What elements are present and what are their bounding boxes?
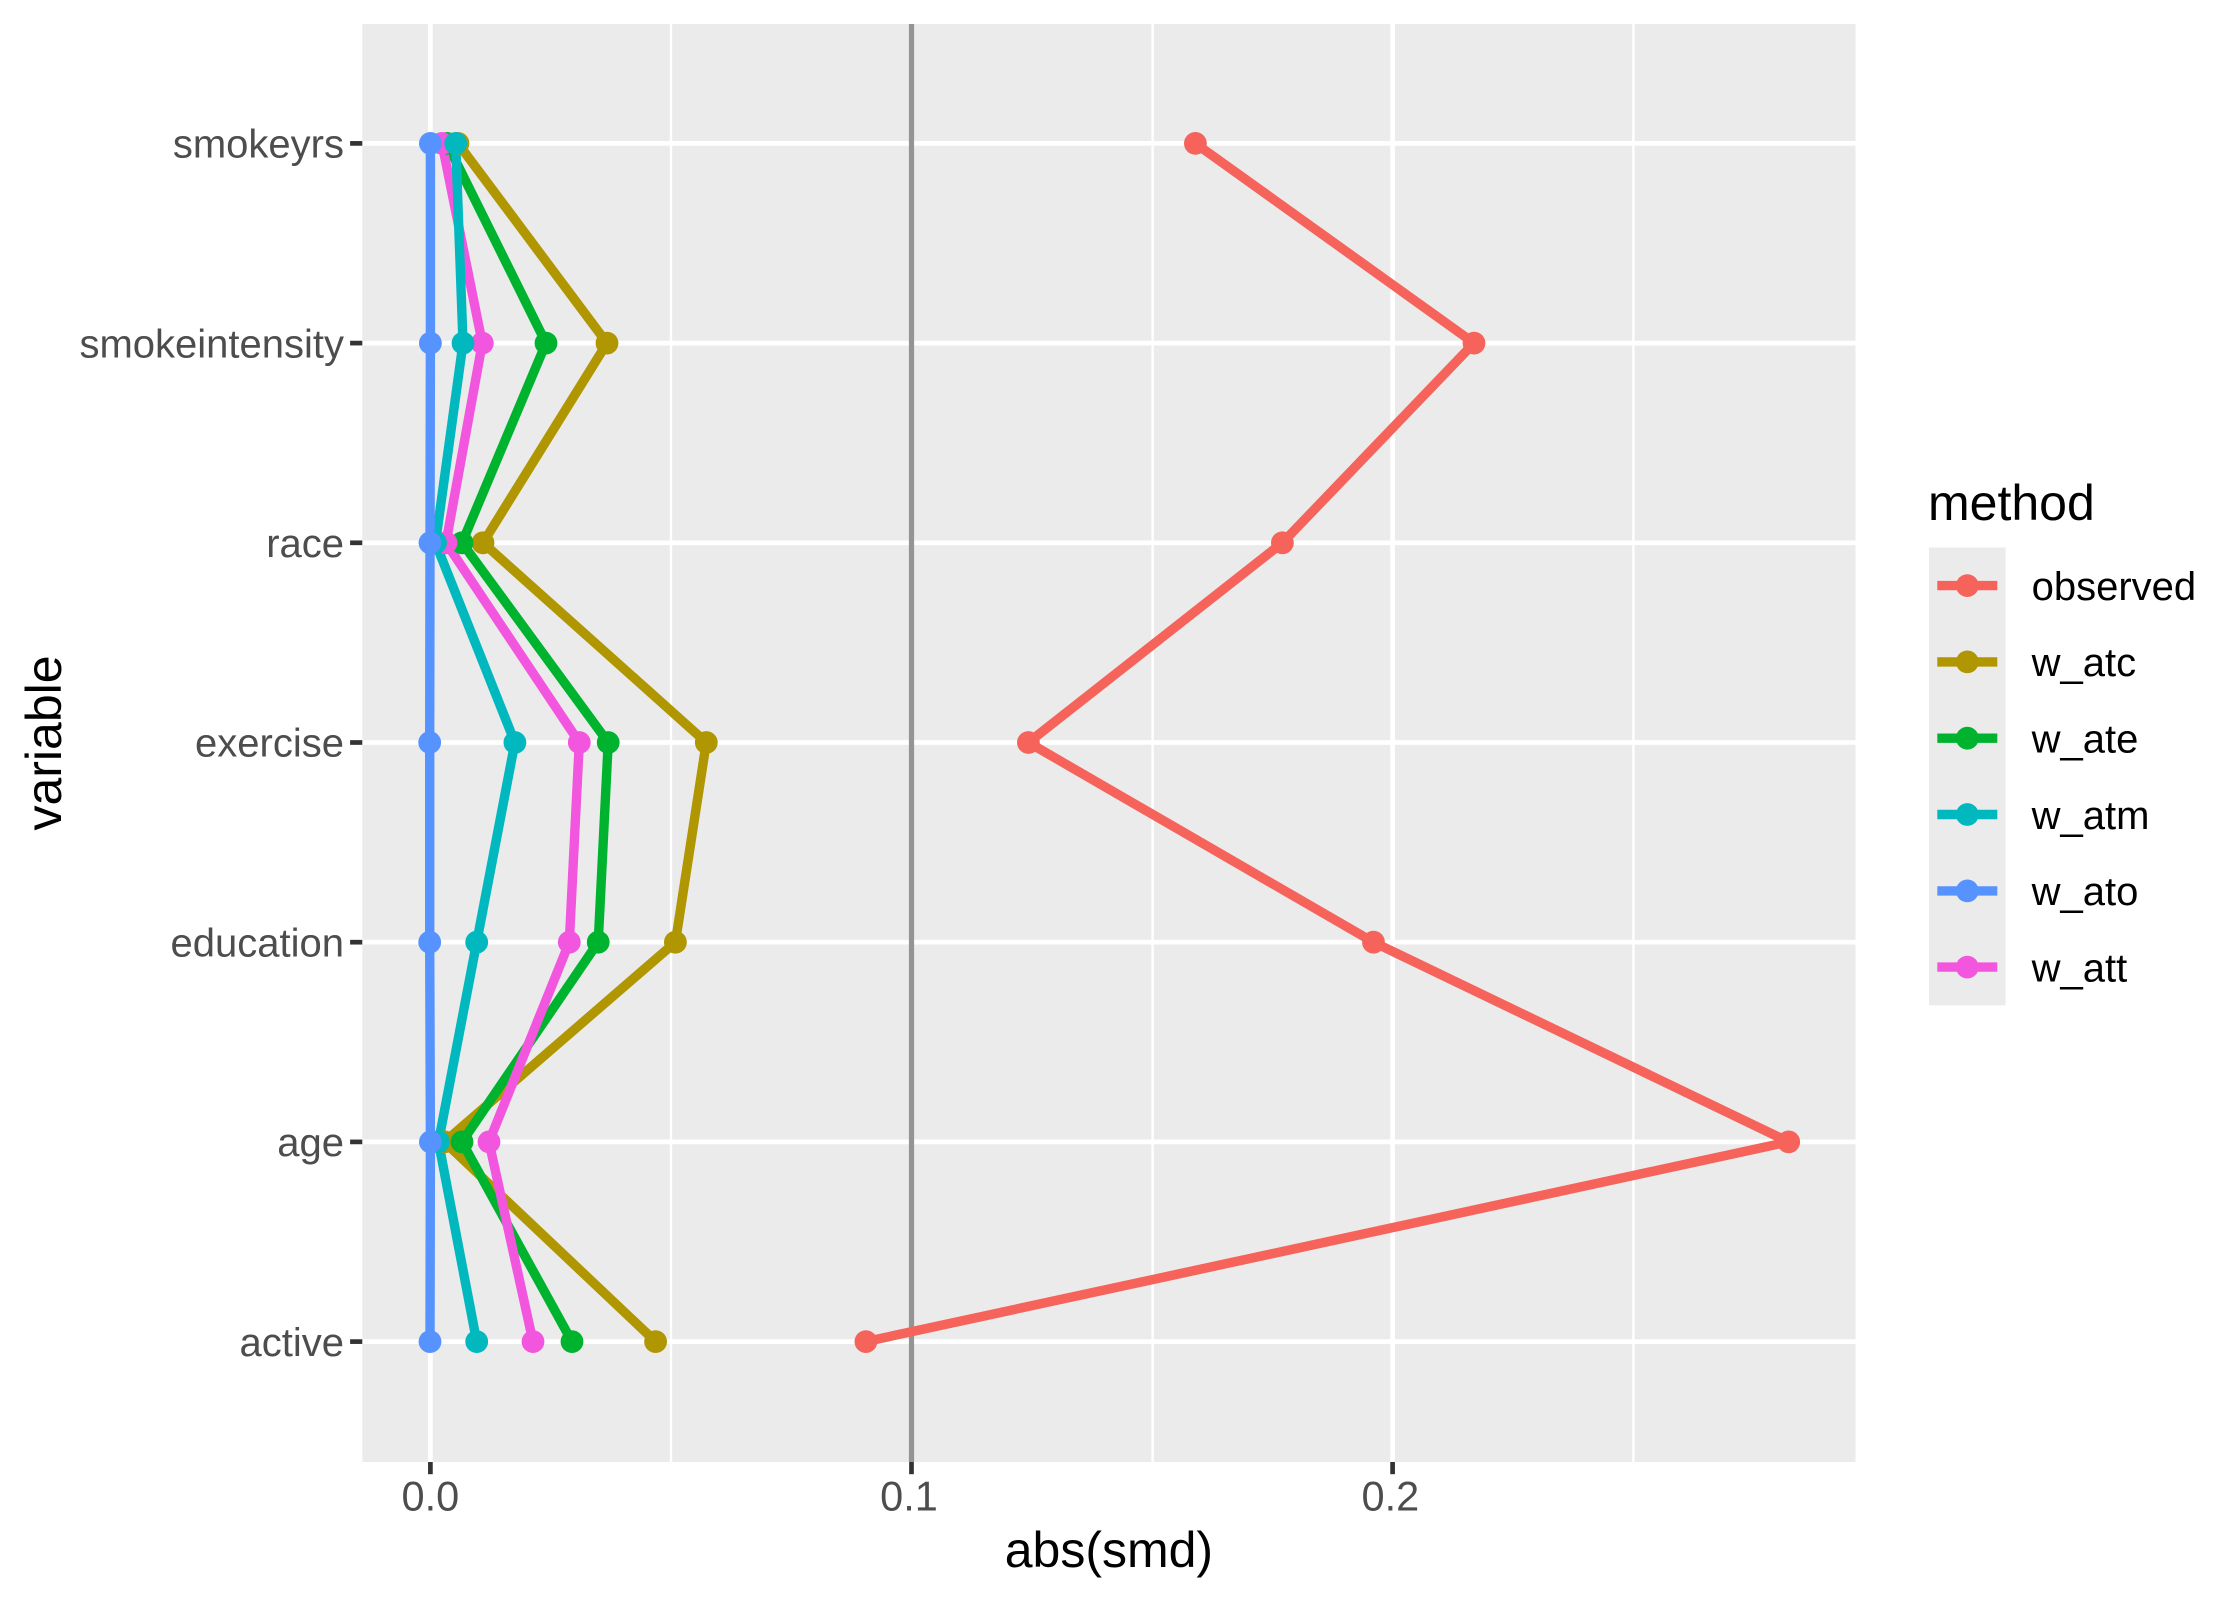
svg-text:0.2: 0.2 [1362, 1473, 1420, 1520]
svg-text:education: education [171, 921, 344, 965]
svg-text:age: age [277, 1121, 344, 1165]
svg-text:race: race [266, 522, 344, 566]
svg-text:0.0: 0.0 [402, 1473, 460, 1520]
svg-text:method: method [1928, 475, 2095, 531]
svg-text:w_ate: w_ate [2031, 718, 2139, 762]
svg-text:exercise: exercise [195, 722, 344, 766]
svg-text:w_ato: w_ato [2031, 870, 2139, 914]
svg-text:w_atc: w_atc [2031, 641, 2137, 685]
svg-text:smokeyrs: smokeyrs [173, 123, 344, 167]
svg-text:active: active [240, 1321, 345, 1365]
svg-text:observed: observed [2032, 565, 2197, 609]
svg-text:smokeintensity: smokeintensity [79, 322, 344, 366]
svg-text:variable: variable [16, 655, 72, 830]
svg-text:abs(smd): abs(smd) [1005, 1522, 1213, 1578]
svg-text:w_atm: w_atm [2031, 794, 2150, 838]
svg-text:w_att: w_att [2031, 946, 2128, 990]
svg-text:0.1: 0.1 [880, 1473, 938, 1520]
